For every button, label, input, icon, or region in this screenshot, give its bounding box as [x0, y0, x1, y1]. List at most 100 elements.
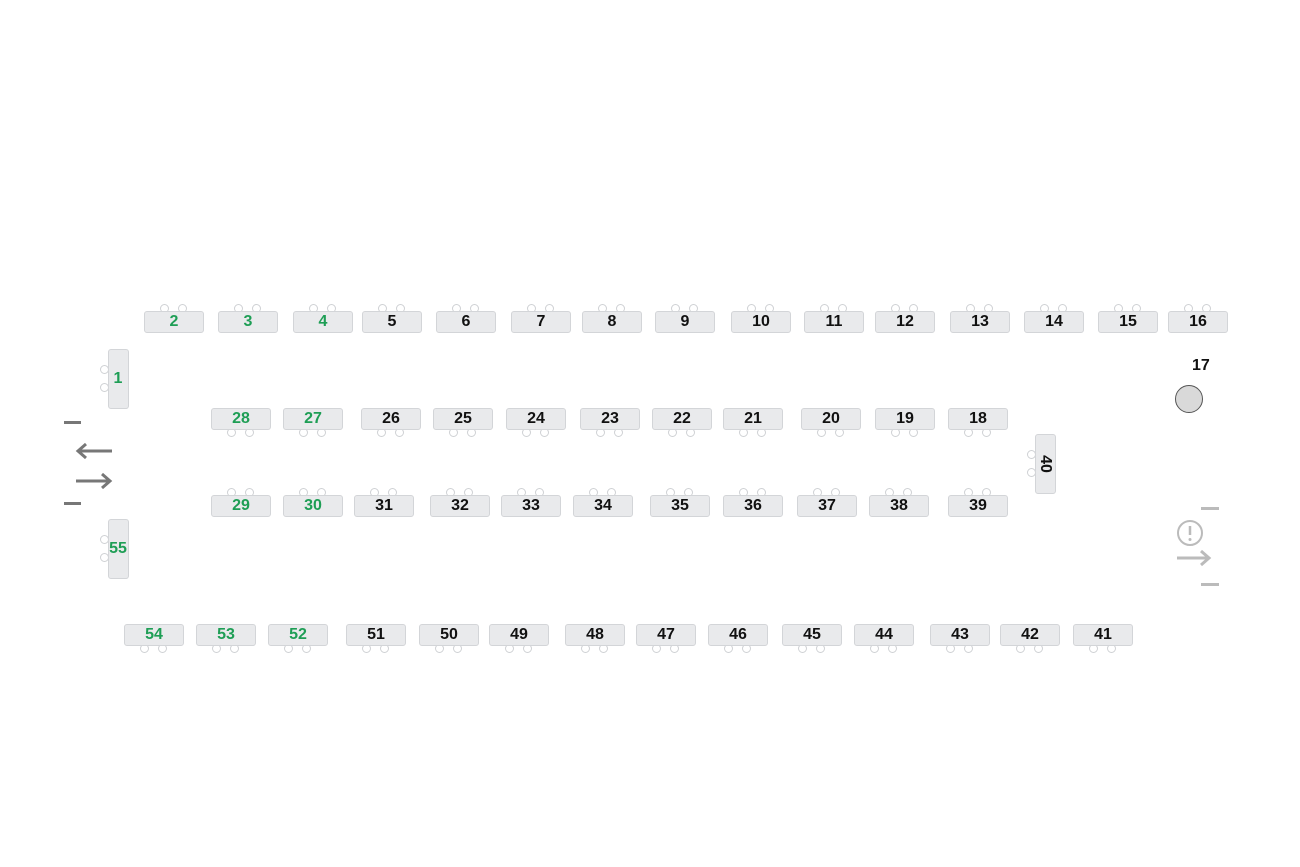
- table-label: 53: [217, 626, 235, 643]
- table-label: 29: [232, 497, 250, 514]
- table-43[interactable]: 43: [930, 624, 990, 646]
- table-34[interactable]: 34: [573, 495, 633, 517]
- table-label: 16: [1189, 313, 1207, 330]
- table-label: 44: [875, 626, 893, 643]
- table-29[interactable]: 29: [211, 495, 271, 517]
- table-20[interactable]: 20: [801, 408, 861, 430]
- table-31[interactable]: 31: [354, 495, 414, 517]
- table-54[interactable]: 54: [124, 624, 184, 646]
- table-21[interactable]: 21: [723, 408, 783, 430]
- table-16[interactable]: 16: [1168, 311, 1228, 333]
- table-label: 19: [896, 410, 914, 427]
- table-53[interactable]: 53: [196, 624, 256, 646]
- table-label: 23: [601, 410, 619, 427]
- table-label: 35: [671, 497, 689, 514]
- table-label: 32: [451, 497, 469, 514]
- table-36[interactable]: 36: [723, 495, 783, 517]
- table-35[interactable]: 35: [650, 495, 710, 517]
- table-label: 3: [243, 313, 253, 330]
- table-label: 45: [803, 626, 821, 643]
- table-28[interactable]: 28: [211, 408, 271, 430]
- table-9[interactable]: 9: [655, 311, 715, 333]
- table-26[interactable]: 26: [361, 408, 421, 430]
- table-label: 43: [951, 626, 969, 643]
- table-45[interactable]: 45: [782, 624, 842, 646]
- table-24[interactable]: 24: [506, 408, 566, 430]
- table-label: 2: [169, 313, 179, 330]
- table-48[interactable]: 48: [565, 624, 625, 646]
- table-32[interactable]: 32: [430, 495, 490, 517]
- exclamation-circle-icon: [1177, 520, 1203, 546]
- table-2[interactable]: 2: [144, 311, 204, 333]
- table-11[interactable]: 11: [804, 311, 864, 333]
- table-50[interactable]: 50: [419, 624, 479, 646]
- entrance-marker: [64, 502, 81, 505]
- table-label: 10: [752, 313, 770, 330]
- table-label: 34: [594, 497, 612, 514]
- table-13[interactable]: 13: [950, 311, 1010, 333]
- table-38[interactable]: 38: [869, 495, 929, 517]
- table-label: 8: [607, 313, 617, 330]
- table-44[interactable]: 44: [854, 624, 914, 646]
- table-label: 36: [744, 497, 762, 514]
- arrow-right-icon: [76, 472, 113, 490]
- table-label: 50: [440, 626, 458, 643]
- table-14[interactable]: 14: [1024, 311, 1084, 333]
- table-52[interactable]: 52: [268, 624, 328, 646]
- table-3[interactable]: 3: [218, 311, 278, 333]
- table-label: 46: [729, 626, 747, 643]
- table-label: 6: [461, 313, 471, 330]
- table-label: 51: [367, 626, 385, 643]
- table-40[interactable]: 40: [1034, 434, 1056, 494]
- table-label: 14: [1045, 313, 1063, 330]
- table-55[interactable]: 55: [107, 519, 129, 579]
- table-label: 55: [109, 540, 127, 557]
- table-30[interactable]: 30: [283, 495, 343, 517]
- table-51[interactable]: 51: [346, 624, 406, 646]
- table-1[interactable]: 1: [107, 349, 129, 409]
- table-6[interactable]: 6: [436, 311, 496, 333]
- table-label: 28: [232, 410, 250, 427]
- table-25[interactable]: 25: [433, 408, 493, 430]
- table-39[interactable]: 39: [948, 495, 1008, 517]
- table-23[interactable]: 23: [580, 408, 640, 430]
- table-label: 21: [744, 410, 762, 427]
- table-label: 49: [510, 626, 528, 643]
- table-8[interactable]: 8: [582, 311, 642, 333]
- table-label: 26: [382, 410, 400, 427]
- table-5[interactable]: 5: [362, 311, 422, 333]
- table-label: 42: [1021, 626, 1039, 643]
- table-label: 41: [1094, 626, 1112, 643]
- entrance-marker: [1201, 583, 1219, 586]
- table-label: 13: [971, 313, 989, 330]
- table-27[interactable]: 27: [283, 408, 343, 430]
- arrow-left-icon: [75, 442, 112, 460]
- table-37[interactable]: 37: [797, 495, 857, 517]
- table-12[interactable]: 12: [875, 311, 935, 333]
- table-label: 48: [586, 626, 604, 643]
- table-33[interactable]: 33: [501, 495, 561, 517]
- table-4[interactable]: 4: [293, 311, 353, 333]
- table-19[interactable]: 19: [875, 408, 935, 430]
- table-47[interactable]: 47: [636, 624, 696, 646]
- table-46[interactable]: 46: [708, 624, 768, 646]
- table-42[interactable]: 42: [1000, 624, 1060, 646]
- table-label: 54: [145, 626, 163, 643]
- table-label: 24: [527, 410, 545, 427]
- round-table-17-label: 17: [1192, 357, 1210, 374]
- table-label: 38: [890, 497, 908, 514]
- entrance-marker: [1201, 507, 1219, 510]
- table-label: 7: [536, 313, 546, 330]
- table-10[interactable]: 10: [731, 311, 791, 333]
- table-label: 15: [1119, 313, 1137, 330]
- table-label: 9: [680, 313, 690, 330]
- table-label: 11: [825, 313, 843, 330]
- round-table-17[interactable]: [1175, 385, 1203, 413]
- table-15[interactable]: 15: [1098, 311, 1158, 333]
- table-18[interactable]: 18: [948, 408, 1008, 430]
- table-22[interactable]: 22: [652, 408, 712, 430]
- table-7[interactable]: 7: [511, 311, 571, 333]
- table-label: 18: [969, 410, 987, 427]
- table-49[interactable]: 49: [489, 624, 549, 646]
- table-41[interactable]: 41: [1073, 624, 1133, 646]
